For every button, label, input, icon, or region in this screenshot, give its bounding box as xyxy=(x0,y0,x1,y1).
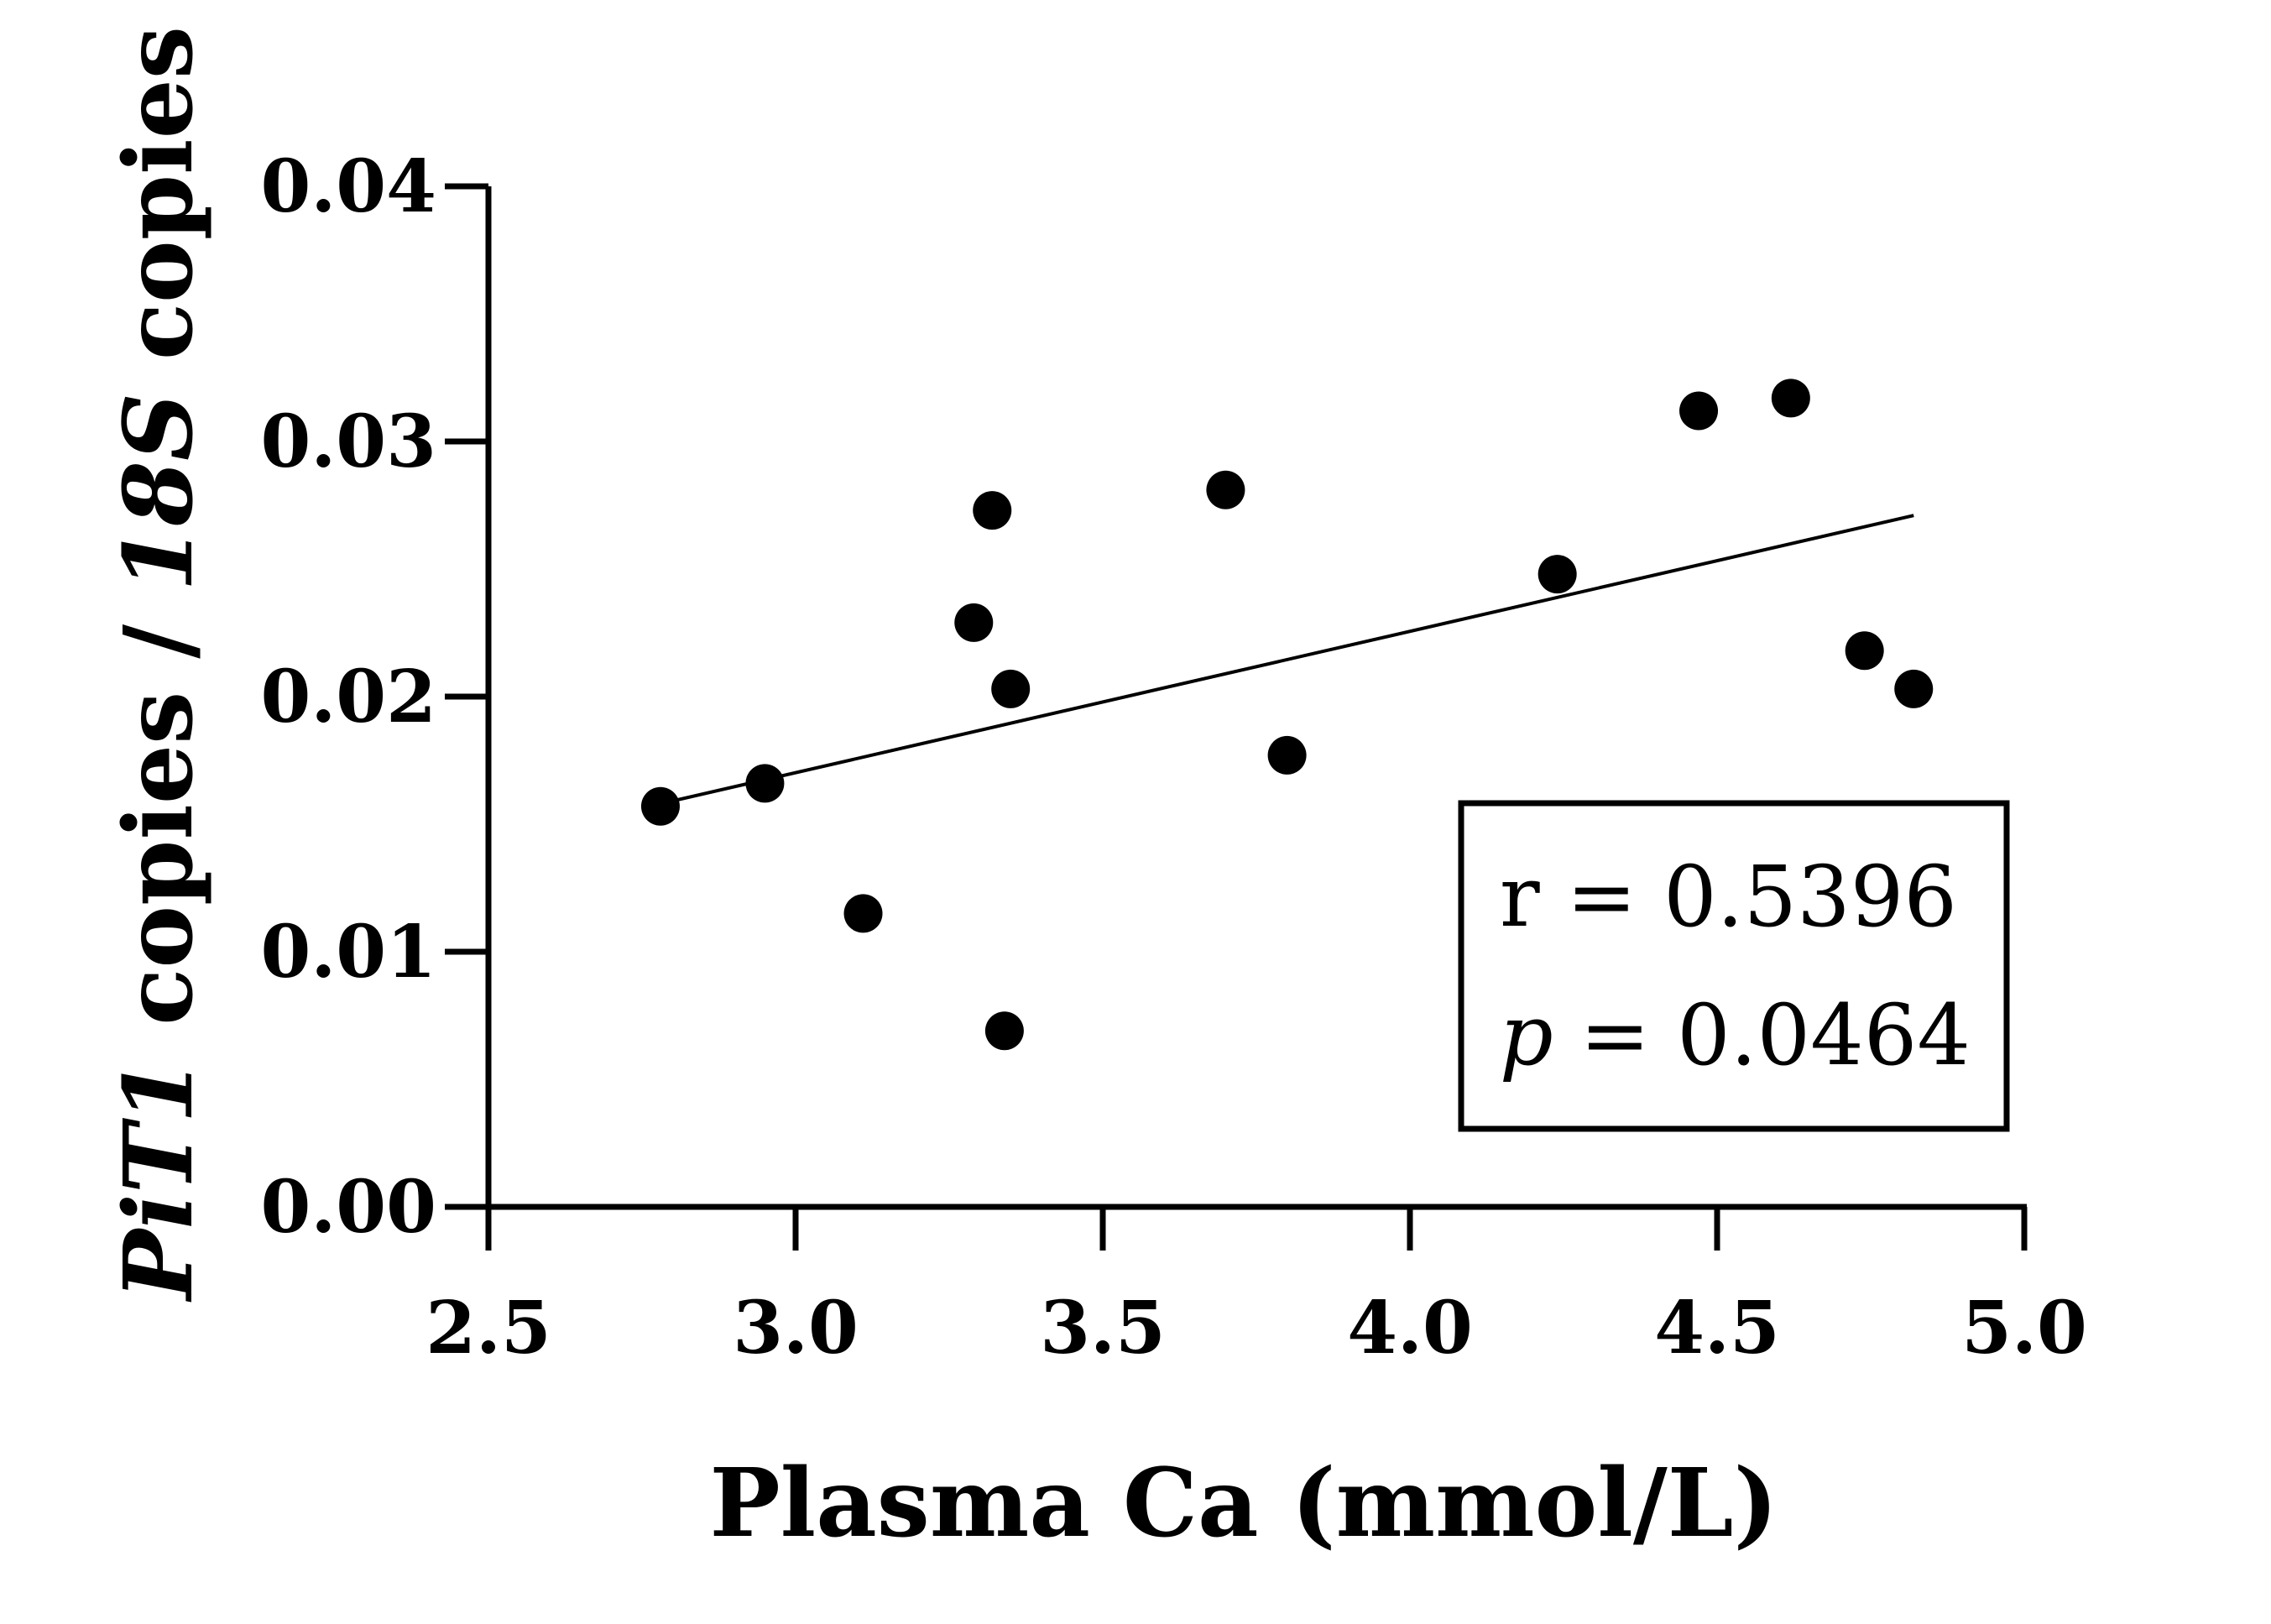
x-tick-label: 3.0 xyxy=(733,1286,859,1371)
y-tick-label: 0.00 xyxy=(261,1165,436,1250)
r-statistic: r = 0.5396 xyxy=(1500,848,1957,946)
y-tick-label: 0.04 xyxy=(261,144,436,229)
x-tick-label: 4.0 xyxy=(1347,1286,1473,1371)
y-tick-label: 0.02 xyxy=(261,655,436,739)
data-point xyxy=(954,603,994,642)
data-point xyxy=(1267,735,1307,775)
x-tick-label: 5.0 xyxy=(1961,1286,2087,1371)
data-point xyxy=(973,491,1012,530)
p-value: 0.0464 xyxy=(1677,986,1971,1084)
data-point xyxy=(843,894,883,933)
r-label: r xyxy=(1500,848,1540,946)
x-axis-title: Plasma Ca (mmol/L) xyxy=(709,1449,1778,1559)
p-equals: = xyxy=(1553,986,1677,1084)
x-tick-label: 4.5 xyxy=(1654,1286,1780,1371)
data-point xyxy=(1771,379,1810,418)
regression-line xyxy=(660,514,1914,806)
y-axis-title-copies-over: copies / xyxy=(104,592,214,1058)
y-tick-label: 0.01 xyxy=(261,910,436,995)
x-tick-label: 2.5 xyxy=(425,1286,551,1371)
y-axis-title-reference: 18S xyxy=(104,393,214,592)
data-point xyxy=(991,669,1031,708)
y-axis-title: PiT1 copies / 18S copies xyxy=(104,26,214,1303)
y-tick-label: 0.03 xyxy=(261,399,436,484)
data-point xyxy=(984,1011,1024,1051)
data-point xyxy=(1679,391,1719,431)
p-statistic: p = 0.0464 xyxy=(1500,986,1971,1084)
r-value: 0.5396 xyxy=(1663,848,1957,946)
stats-box-frame xyxy=(1458,800,2010,1132)
data-point xyxy=(1845,631,1884,671)
regression-line-group xyxy=(660,514,1914,806)
data-point xyxy=(1206,470,1245,509)
x-tick-label: 3.5 xyxy=(1040,1286,1166,1371)
y-axis-title-gene: PiT1 xyxy=(104,1058,214,1303)
data-point xyxy=(640,786,680,826)
p-label: p xyxy=(1500,986,1553,1084)
data-points xyxy=(640,379,1934,1051)
axis-ticks: 2.5 3.0 3.5 4.0 4.5 5.0 0.00 0.01 0.02 0.03 0.04 xyxy=(261,144,2087,1371)
data-point xyxy=(1537,555,1577,594)
y-axis-title-copies: copies xyxy=(104,26,214,393)
r-equals: = xyxy=(1540,848,1663,946)
stats-box: r = 0.5396 p = 0.0464 xyxy=(1458,800,2010,1132)
data-point xyxy=(1894,669,1934,708)
data-point xyxy=(745,764,785,803)
